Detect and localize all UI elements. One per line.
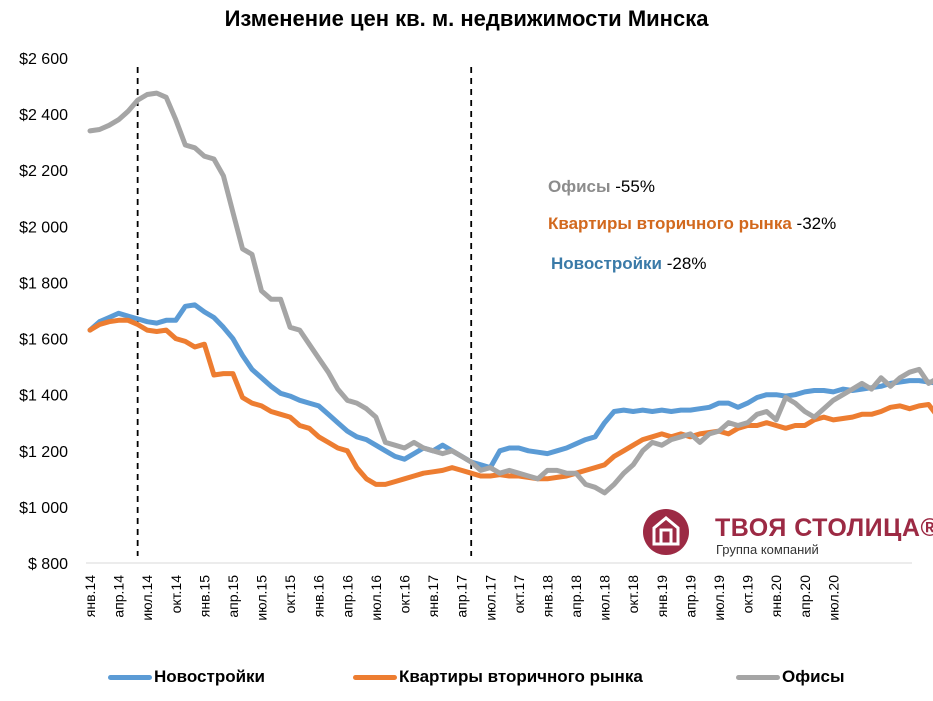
- annotation-new-buildings: Новостройки -28%: [551, 254, 706, 274]
- x-tick-label: янв.18: [539, 575, 555, 617]
- series-line-secondary: [87, 317, 933, 487]
- annotation-offices: Офисы -55%: [548, 177, 655, 197]
- annotation-offices-label: Офисы: [548, 177, 611, 196]
- legend-label-secondary: Квартиры вторичного рынка: [399, 667, 643, 686]
- annotation-new-buildings-label: Новостройки: [551, 254, 663, 273]
- y-tick-label: $2 000: [19, 219, 68, 236]
- x-tick-label: июл.17: [482, 575, 498, 621]
- x-tick-label: апр.20: [797, 575, 813, 618]
- vline-layer: [136, 67, 473, 556]
- annotation-secondary-label: Квартиры вторичного рынка: [548, 214, 792, 233]
- series-line-new-buildings: [87, 302, 933, 471]
- series-layer: [87, 90, 933, 496]
- legend-item-offices: Офисы: [736, 665, 845, 689]
- series-line-offices: [87, 90, 933, 496]
- company-logo: ТВОЯ СТОЛИЦА® Группа компаний: [642, 508, 933, 558]
- x-tick-label: апр.17: [454, 575, 470, 618]
- x-tick-label: июл.16: [368, 575, 384, 621]
- x-tick-label: июл.19: [711, 575, 727, 621]
- y-tick-label: $1 200: [19, 444, 68, 461]
- x-tick-label: окт.18: [625, 575, 641, 614]
- house-logo-icon: [643, 509, 689, 555]
- chart-title: Изменение цен кв. м. недвижимости Минска: [224, 6, 709, 31]
- x-tick-label: июл.20: [825, 575, 841, 621]
- x-tick-label: окт.15: [282, 575, 298, 614]
- x-tick-label: окт.14: [168, 575, 184, 614]
- x-tick-label: июл.15: [254, 575, 270, 621]
- annotation-new-buildings-value: -28%: [666, 254, 707, 273]
- annotation-secondary: Квартиры вторичного рынка -32%: [548, 214, 836, 234]
- y-tick-label: $1 600: [19, 332, 68, 349]
- x-tick-label: янв.20: [768, 575, 784, 617]
- y-tick-label: $ 800: [28, 556, 68, 573]
- legend-item-secondary: Квартиры вторичного рынка: [353, 665, 643, 689]
- axis-layer: $2 600 $2 400 $2 200 $2 000 $1 800 $1 600 $1 4…: [19, 51, 912, 621]
- y-tick-label: $1 800: [19, 275, 68, 292]
- x-tick-label: июл.18: [597, 575, 613, 621]
- x-tick-label: апр.16: [339, 575, 355, 618]
- logo-brand: ТВОЯ СТОЛИЦА®: [715, 514, 933, 542]
- logo-subtitle: Группа компаний: [716, 542, 819, 557]
- y-tick-label: $2 200: [19, 163, 68, 180]
- x-tick-label: окт.17: [511, 575, 527, 614]
- x-tick-label: апр.19: [682, 575, 698, 618]
- y-tick-label: $2 400: [19, 107, 68, 124]
- x-tick-label: апр.15: [225, 575, 241, 618]
- x-tick-label: янв.15: [196, 575, 212, 617]
- legend-item-new-buildings: Новостройки: [108, 665, 265, 689]
- x-tick-label: апр.14: [111, 575, 127, 618]
- x-tick-label: апр.18: [568, 575, 584, 618]
- x-tick-label: окт.16: [396, 575, 412, 614]
- x-tick-label: окт.19: [740, 575, 756, 614]
- legend-swatch-new-buildings: [108, 674, 152, 680]
- legend-swatch-secondary: [353, 674, 397, 680]
- legend-label-offices: Офисы: [782, 667, 845, 686]
- annotation-offices-value: -55%: [615, 177, 655, 196]
- x-tick-label: янв.17: [425, 575, 441, 617]
- x-tick-label: янв.14: [82, 575, 98, 617]
- annotation-secondary-value: -32%: [796, 214, 837, 233]
- legend-label-new-buildings: Новостройки: [154, 667, 266, 686]
- legend-swatch-offices: [736, 674, 780, 680]
- y-tick-label: $1 400: [19, 388, 68, 405]
- x-tick-label: янв.19: [654, 575, 670, 617]
- x-tick-label: янв.16: [311, 575, 327, 617]
- y-tick-label: $1 000: [19, 500, 68, 517]
- x-tick-label: июл.14: [139, 575, 155, 621]
- y-tick-label: $2 600: [19, 51, 68, 68]
